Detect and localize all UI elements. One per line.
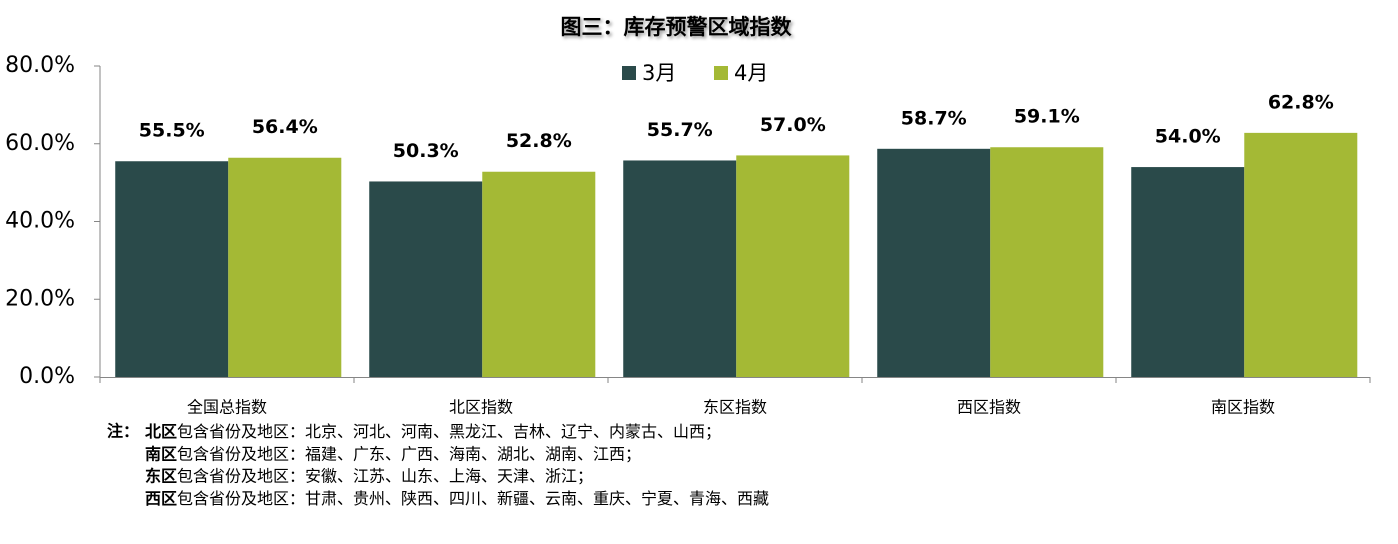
y-tick-label: 40.0% [5,209,75,234]
note-region: 东区 [145,466,177,485]
value-label: 56.4% [252,116,318,138]
note-text: 包含省份及地区：北京、河北、河南、黑龙江、吉林、辽宁、内蒙古、山西； [177,422,721,441]
value-label: 62.8% [1268,91,1334,113]
legend-swatch [714,66,728,80]
legend-label: 3月 [642,61,676,85]
bar [1244,132,1358,377]
note-region: 南区 [145,444,177,463]
bar [228,157,342,377]
value-label: 55.7% [647,119,713,141]
note-line: 西区包含省份及地区：甘肃、贵州、陕西、四川、新疆、云南、重庆、宁夏、青海、西藏 [145,488,769,507]
bar [1131,167,1245,377]
value-label: 55.5% [139,120,205,142]
bar [482,171,596,377]
note-line: 东区包含省份及地区：安徽、江苏、山东、上海、天津、浙江； [145,466,593,485]
bar [877,148,991,377]
chart-title: 图三：库存预警区域指数 [561,15,793,39]
x-tick-label: 东区指数 [703,398,767,417]
note-region: 北区 [145,422,177,441]
note-region: 西区 [145,488,177,507]
bar [115,161,229,377]
y-tick-label: 20.0% [5,286,75,311]
value-label: 58.7% [901,107,967,129]
y-tick-label: 0.0% [19,364,75,389]
x-tick-label: 全国总指数 [187,398,267,417]
value-label: 50.3% [393,140,459,162]
bar [990,147,1104,377]
bar [369,181,483,377]
value-label: 52.8% [506,130,572,152]
notes-prefix: 注： [107,422,139,441]
legend-swatch [622,66,636,80]
y-tick-label: 60.0% [5,131,75,156]
note-text: 包含省份及地区：甘肃、贵州、陕西、四川、新疆、云南、重庆、宁夏、青海、西藏 [177,488,769,507]
value-label: 54.0% [1155,126,1221,148]
legend-label: 4月 [734,61,768,85]
x-tick-label: 南区指数 [1211,398,1275,417]
value-label: 59.1% [1014,106,1080,128]
note-text: 包含省份及地区：福建、广东、广西、海南、湖北、湖南、江西； [177,444,641,463]
y-tick-label: 80.0% [5,53,75,78]
bar [623,160,737,377]
note-line: 北区包含省份及地区：北京、河北、河南、黑龙江、吉林、辽宁、内蒙古、山西； [145,422,721,441]
value-label: 57.0% [760,114,826,136]
note-line: 南区包含省份及地区：福建、广东、广西、海南、湖北、湖南、江西； [145,444,641,463]
bar [736,155,850,377]
x-tick-label: 北区指数 [449,398,513,417]
x-tick-label: 西区指数 [957,398,1021,417]
note-text: 包含省份及地区：安徽、江苏、山东、上海、天津、浙江； [177,466,593,485]
